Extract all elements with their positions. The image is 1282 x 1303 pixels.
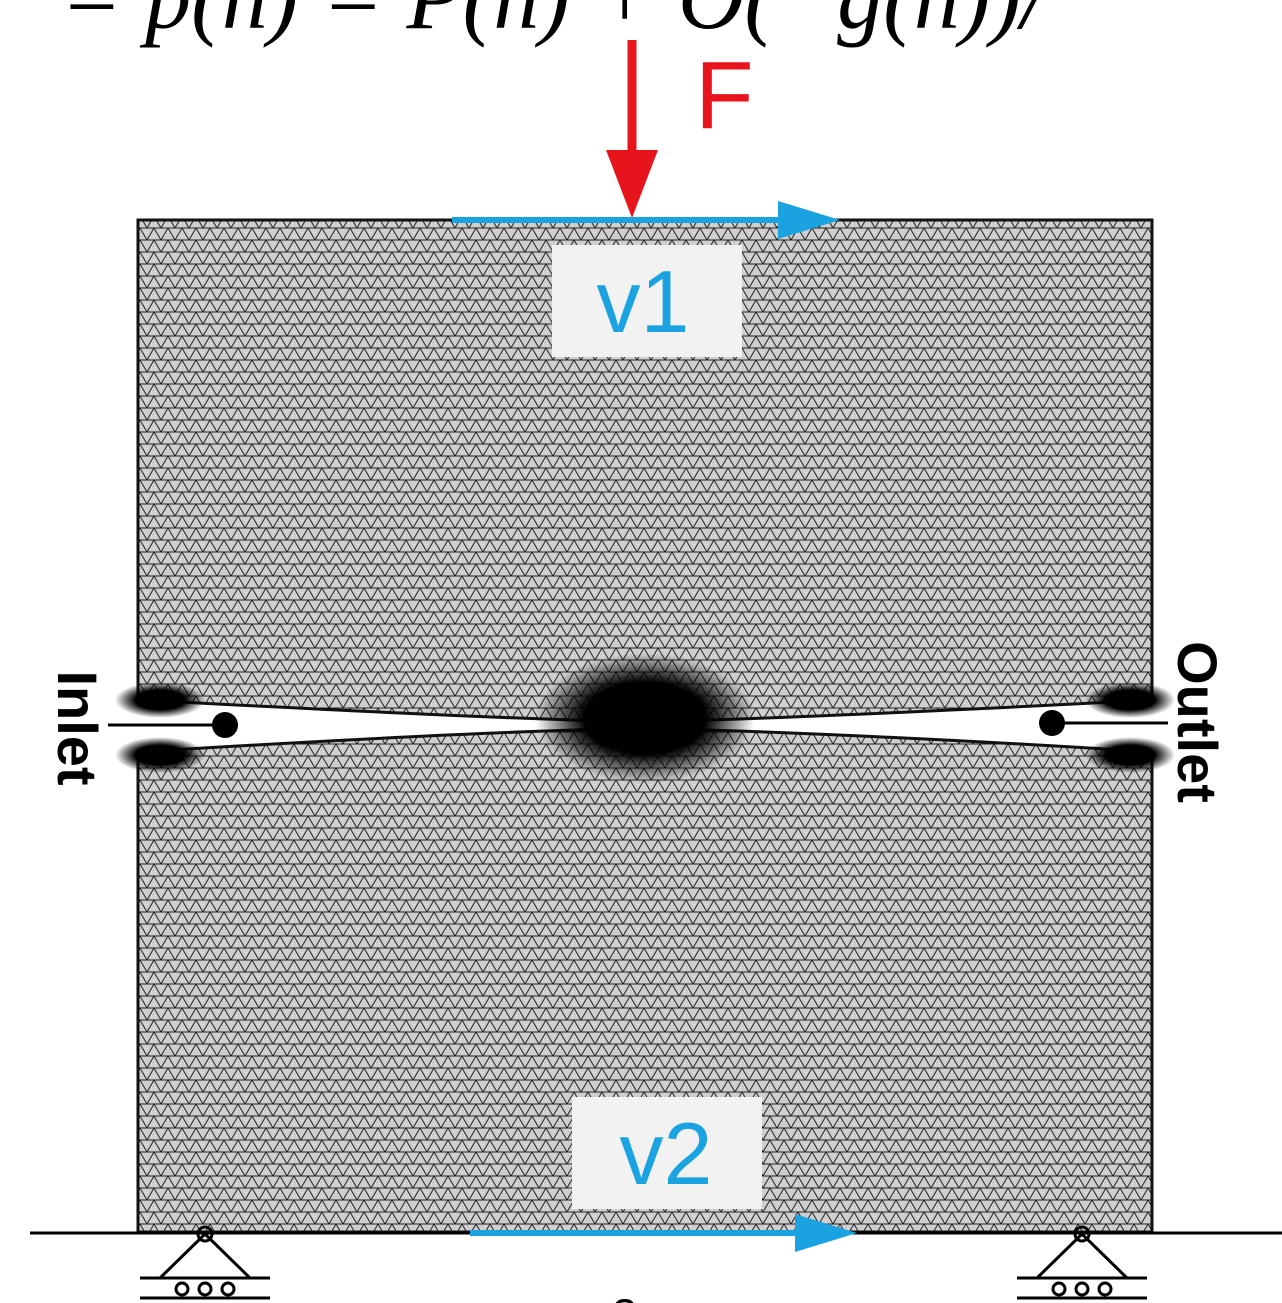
- formula: = p(h) = P(h) + O(−g(h))/: [60, 0, 1054, 48]
- inlet-label: Inlet: [46, 670, 109, 785]
- force-label: F: [695, 42, 754, 149]
- force-arrowhead: [606, 150, 658, 218]
- top-velocity-label: v1: [597, 252, 690, 351]
- refined-mesh: [115, 682, 205, 718]
- roller-support: [1017, 1227, 1147, 1298]
- refined-mesh: [115, 737, 205, 773]
- roller-support: [140, 1227, 270, 1298]
- page: = p(h) = P(h) + O(−g(h))/ Inlet Outlet F…: [0, 0, 1282, 1303]
- refined-mesh: [1085, 737, 1175, 773]
- inlet-point: [212, 712, 238, 738]
- refined-mesh: [1085, 682, 1175, 718]
- refined-mesh: [535, 653, 755, 783]
- outlet-point: [1039, 710, 1065, 736]
- diagram: = p(h) = P(h) + O(−g(h))/ Inlet Outlet F…: [0, 0, 1282, 1303]
- panel-label: a: [612, 1283, 639, 1303]
- bottom-velocity-label: v2: [620, 1104, 713, 1203]
- outlet-label: Outlet: [1166, 641, 1229, 803]
